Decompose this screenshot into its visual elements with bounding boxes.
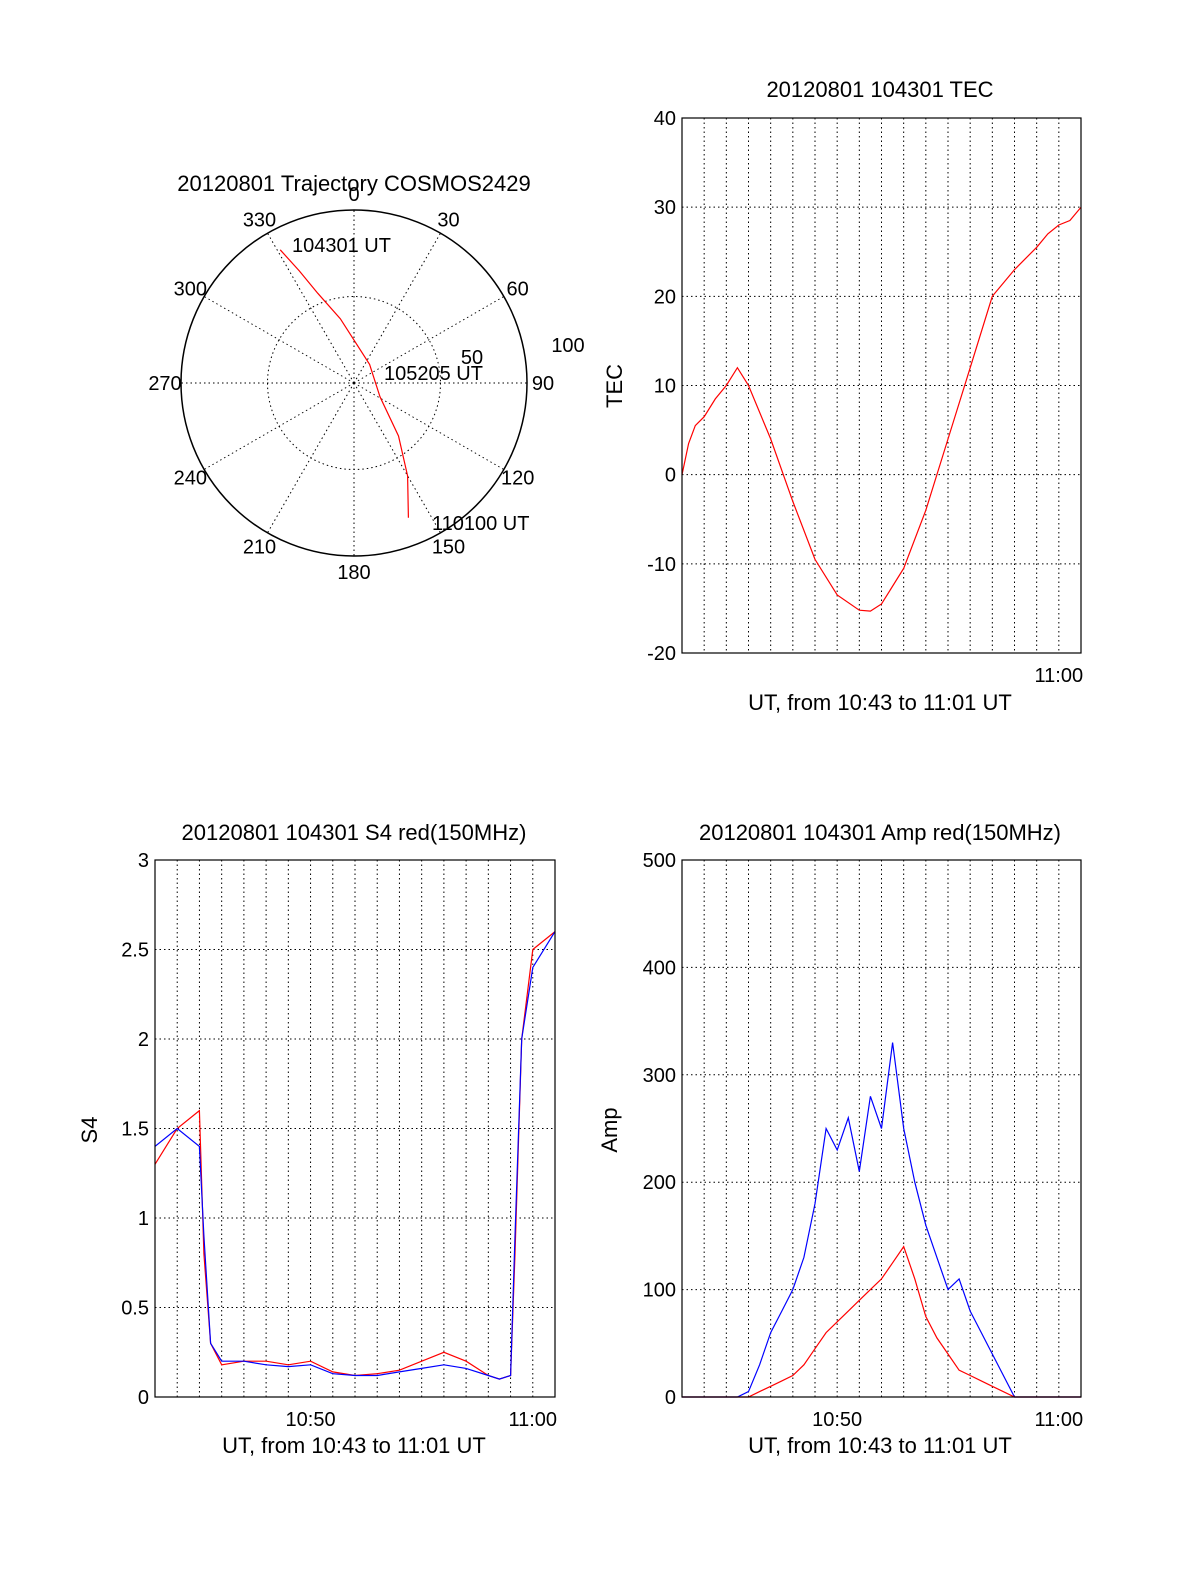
trajectory-mid-label: 105205 UT [384,363,483,385]
tec-y-tick-label: -10 [647,554,676,576]
amp-x-tick-label: 11:00 [1035,1409,1084,1431]
polar-outer-ring [180,209,528,557]
tec-x-tick-label: 11:00 [1035,665,1084,687]
azimuth-label: 0 [348,184,359,206]
amp-y-tick-label: 300 [643,1065,676,1087]
s4-ylabel: S4 [77,1117,102,1144]
s4-title: 20120801 104301 S4 red(150MHz) [182,820,527,845]
radial-label-50: 50 [461,347,483,369]
tec-series-line [681,206,1082,612]
amp-red-series-line [682,1245,1081,1398]
s4-frame [154,859,556,1398]
trajectory-polar-plot: 20120801 Trajectory COSMOS2429 0 30 60 90 12… [148,171,584,584]
azimuth-label: 90 [532,373,554,395]
tec-grid [682,118,1081,653]
tec-y-tick-label: 40 [654,108,676,130]
azimuth-label: 60 [507,279,529,301]
s4-y-tick-labels: 0 0.5 1 1.5 2 2.5 3 [121,850,149,1409]
s4-y-tick-label: 3 [138,850,149,872]
s4-y-tick-label: 2 [138,1029,149,1051]
amp-y-tick-labels: 0 100 200 300 400 500 [643,850,676,1409]
trajectory-start-label: 104301 UT [292,235,391,257]
polar-spoke [267,382,355,534]
amp-y-tick-label: 400 [643,957,676,979]
tec-ylabel: TEC [602,364,627,408]
azimuth-label: 240 [174,468,207,490]
s4-xlabel: UT, from 10:43 to 11:01 UT [222,1433,486,1458]
tec-y-tick-label: 30 [654,197,676,219]
s4-y-tick-label: 2.5 [121,940,149,962]
s4-x-tick-labels: 10:50 11:00 [286,1409,558,1431]
trajectory-title: 20120801 Trajectory COSMOS2429 [177,171,530,196]
azimuth-label: 330 [243,209,276,231]
amp-blue-series-line [682,1042,1081,1398]
polar-spoke [203,296,355,384]
amp-frame [681,859,1082,1398]
amp-y-tick-label: 200 [643,1172,676,1194]
tec-frame [681,117,1082,654]
azimuth-label: 30 [437,209,459,231]
s4-y-tick-label: 0.5 [121,1298,149,1320]
amp-x-tick-labels: 10:50 11:00 [812,1409,1083,1431]
amp-y-tick-label: 0 [665,1387,676,1409]
amp-y-tick-label: 500 [643,850,676,872]
tec-y-tick-labels: -20 -10 0 10 20 30 40 [647,108,676,665]
polar-spoke [353,382,505,470]
s4-blue-series-line [154,931,556,1380]
polar-grid [180,209,528,557]
s4-x-tick-label: 10:50 [286,1409,336,1431]
trajectory-track-line [279,249,409,518]
radial-label-100: 100 [551,335,584,357]
s4-y-tick-label: 1 [138,1208,149,1230]
azimuth-label: 180 [337,562,370,584]
tec-y-tick-label: 0 [665,465,676,487]
s4-chart: 20120801 104301 S4 red(150MHz) 0 0.5 1 1.5 2… [77,820,557,1458]
amp-ylabel: Amp [597,1107,622,1152]
amp-y-tick-label: 100 [643,1280,676,1302]
azimuth-label: 150 [432,537,465,559]
tec-x-tick-labels: 11:00 [1035,665,1084,687]
azimuth-label: 210 [243,537,276,559]
tec-title: 20120801 104301 TEC [766,77,993,102]
polar-spoke [353,232,441,384]
amp-grid [682,860,1081,1397]
azimuth-label: 300 [174,279,207,301]
polar-spoke [203,382,355,470]
amp-chart: 20120801 104301 Amp red(150MHz) 0 100 200 3… [597,820,1083,1458]
s4-x-tick-label: 11:00 [508,1409,557,1431]
azimuth-label: 120 [501,468,534,490]
s4-y-tick-label: 1.5 [121,1119,149,1141]
azimuth-label: 270 [148,373,181,395]
trajectory-end-label: 110100 UT [432,513,529,535]
s4-grid [155,860,555,1397]
polar-azimuth-labels: 0 30 60 90 120 150 180 210 240 270 300 330 [148,184,554,584]
tec-xlabel: UT, from 10:43 to 11:01 UT [748,690,1012,715]
s4-y-tick-label: 0 [138,1387,149,1409]
tec-chart: 20120801 104301 TEC -20 -10 0 10 20 30 40 11:0… [602,77,1083,715]
polar-spoke [267,232,355,384]
amp-title: 20120801 104301 Amp red(150MHz) [699,820,1061,845]
tec-y-tick-label: 20 [654,286,676,308]
amp-xlabel: UT, from 10:43 to 11:01 UT [748,1433,1012,1458]
tec-y-tick-label: -20 [647,643,676,665]
amp-x-tick-label: 10:50 [812,1409,862,1431]
polar-spoke [353,296,505,384]
s4-red-series-line [154,931,556,1380]
tec-y-tick-label: 10 [654,376,676,398]
polar-spoke [353,382,441,534]
